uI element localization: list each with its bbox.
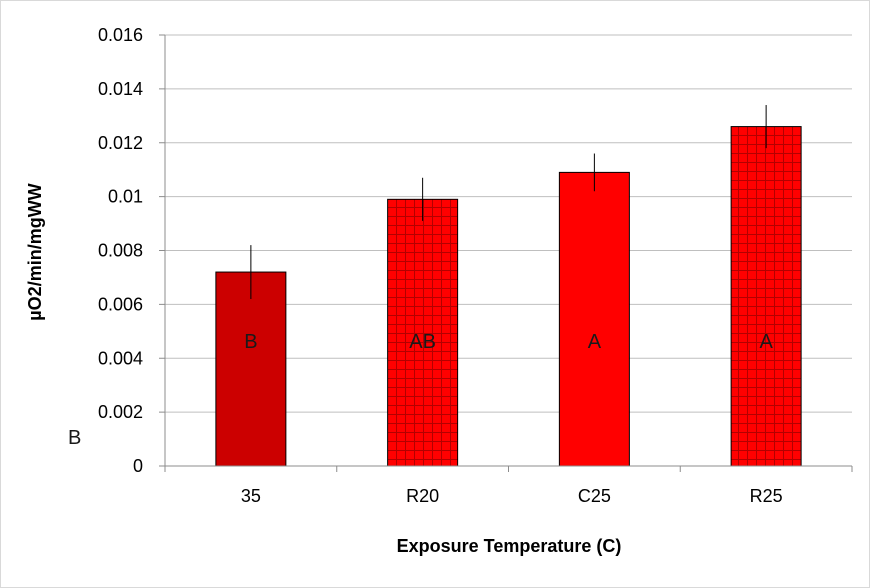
y-tick-label: 0.004 — [98, 348, 143, 368]
y-tick-label: 0 — [133, 456, 143, 476]
bar-R25 — [730, 126, 802, 467]
bar-annotations: B AB A A — [244, 331, 773, 353]
x-tick-label: R20 — [406, 486, 439, 506]
y-tick-label: 0.01 — [108, 187, 143, 207]
stray-label: B — [68, 427, 81, 449]
annotation-R20: AB — [409, 331, 436, 353]
x-tick-label: R25 — [750, 486, 783, 506]
error-bars — [250, 105, 767, 299]
y-tick-labels: 0 0.002 0.004 0.006 0.008 0.01 0.012 0.014 0.016 — [98, 25, 143, 476]
y-tick-label: 0.016 — [98, 25, 143, 45]
bar-35 — [215, 271, 287, 467]
y-tick-label: 0.008 — [98, 241, 143, 261]
x-tick-labels: 35 R20 C25 R25 — [241, 486, 783, 506]
bars — [215, 126, 802, 467]
x-tick-label: C25 — [578, 486, 611, 506]
annotation-R25: A — [759, 331, 773, 353]
bar-R20 — [387, 198, 459, 467]
axes — [159, 34, 853, 472]
y-tick-label: 0.002 — [98, 402, 143, 422]
annotation-35: B — [244, 331, 257, 353]
y-tick-label: 0.014 — [98, 79, 143, 99]
y-tick-label: 0.006 — [98, 294, 143, 314]
y-tick-label: 0.012 — [98, 133, 143, 153]
bar-C25 — [558, 171, 630, 467]
annotation-C25: A — [588, 331, 602, 353]
y-axis-title: µO2/min/mgWW — [25, 183, 45, 320]
x-axis-title: Exposure Temperature (C) — [397, 536, 622, 556]
x-tick-label: 35 — [241, 486, 261, 506]
